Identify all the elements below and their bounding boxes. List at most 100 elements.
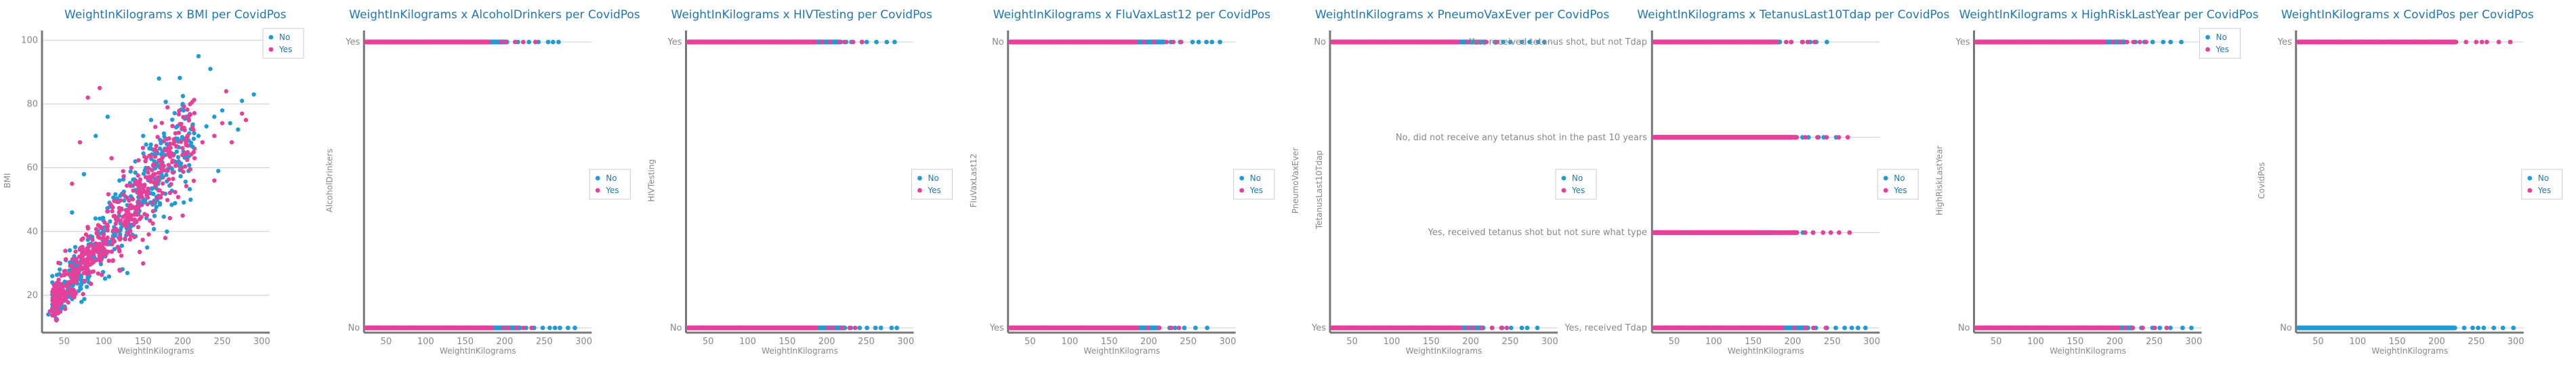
data-point xyxy=(170,117,175,122)
data-point xyxy=(178,173,183,179)
data-point xyxy=(1508,325,1514,331)
legend-label: Yes xyxy=(605,186,619,195)
data-point xyxy=(2140,325,2145,331)
data-point xyxy=(94,227,99,232)
data-point xyxy=(2137,39,2142,45)
data-point xyxy=(878,325,884,331)
data-point xyxy=(1535,325,1540,331)
x-tick-label: 250 xyxy=(1824,337,1841,347)
data-point xyxy=(148,117,154,123)
data-point xyxy=(183,180,188,184)
x-tick-label: 300 xyxy=(1541,337,1558,347)
x-tick-label: 250 xyxy=(2468,337,2485,347)
data-point xyxy=(188,167,193,172)
data-point xyxy=(156,175,161,180)
data-point xyxy=(140,146,146,150)
data-point xyxy=(117,249,122,254)
data-point xyxy=(115,245,121,249)
data-point xyxy=(1774,39,1779,45)
data-point xyxy=(1504,325,1510,331)
data-point xyxy=(850,39,856,45)
chart-panel-6: WeightInKilograms x TetanusLast10Tdap pe… xyxy=(1637,8,1949,356)
data-point xyxy=(1157,325,1162,331)
data-points xyxy=(46,54,256,323)
data-point xyxy=(142,154,147,159)
data-point xyxy=(128,203,133,207)
data-point xyxy=(1466,325,1470,331)
chart-title: WeightInKilograms x FluVaxLast12 per Cov… xyxy=(993,8,1271,22)
data-point xyxy=(1495,39,1500,45)
data-point xyxy=(526,39,532,45)
data-point xyxy=(894,325,900,331)
data-point xyxy=(156,170,161,175)
data-point xyxy=(847,325,852,331)
data-point xyxy=(131,234,137,240)
data-point xyxy=(136,190,140,195)
data-point xyxy=(857,325,863,331)
y-tick-label: Yes xyxy=(1311,323,1326,333)
data-point xyxy=(131,222,136,227)
data-point xyxy=(163,100,168,104)
x-axis-label: WeightInKilograms xyxy=(1728,346,1804,356)
x-tick-label: 50 xyxy=(2312,337,2324,347)
legend-box xyxy=(1233,169,1275,200)
data-point xyxy=(67,248,72,253)
legend-marker xyxy=(1561,175,1566,181)
data-point xyxy=(146,170,150,175)
data-point xyxy=(2164,325,2169,331)
legend-box xyxy=(1877,169,1919,200)
data-point xyxy=(56,302,61,307)
x-tick-label: 200 xyxy=(818,337,835,347)
data-point xyxy=(239,111,245,116)
x-tick-label: 50 xyxy=(58,337,70,347)
x-axis-label: WeightInKilograms xyxy=(1083,346,1160,356)
legend-label: Yes xyxy=(928,186,941,195)
data-point xyxy=(70,263,75,268)
data-point xyxy=(88,281,94,287)
data-point xyxy=(2476,325,2480,331)
chart-panel-3: WeightInKilograms x HIVTesting per Covid… xyxy=(647,8,953,356)
data-point xyxy=(89,257,94,262)
data-point xyxy=(151,226,157,232)
x-tick-label: 150 xyxy=(1101,337,1118,347)
data-point xyxy=(160,190,165,196)
data-point xyxy=(190,144,195,149)
data-point xyxy=(104,237,109,243)
data-point xyxy=(239,98,245,104)
data-point xyxy=(200,140,205,145)
data-point xyxy=(1465,39,1470,45)
data-point xyxy=(57,267,62,272)
data-point xyxy=(1805,39,1810,45)
x-axis-label: WeightInKilograms xyxy=(2050,346,2126,356)
y-tick-label: No xyxy=(2280,323,2292,333)
data-point xyxy=(101,235,106,241)
data-point xyxy=(117,237,123,242)
data-point xyxy=(157,202,163,207)
data-point xyxy=(131,188,136,193)
data-point xyxy=(1455,39,1460,45)
data-point xyxy=(1541,39,1547,45)
data-point xyxy=(85,285,89,289)
data-point xyxy=(181,169,186,174)
data-point xyxy=(117,210,121,215)
data-point xyxy=(123,236,127,242)
data-point xyxy=(2453,39,2459,45)
x-tick-label: 100 xyxy=(417,337,434,347)
data-point xyxy=(136,225,141,230)
x-axis-label: WeightInKilograms xyxy=(1406,346,1482,356)
data-point xyxy=(61,296,66,301)
data-point xyxy=(62,306,68,311)
data-point xyxy=(121,169,125,173)
data-point xyxy=(145,195,150,200)
data-points xyxy=(1329,39,1547,331)
legend-label: Yes xyxy=(1893,186,1907,195)
data-point xyxy=(146,232,151,237)
data-point xyxy=(57,297,62,302)
data-point xyxy=(54,317,60,322)
data-point xyxy=(94,133,98,138)
data-point xyxy=(161,139,166,144)
data-point xyxy=(557,325,562,331)
data-point xyxy=(167,190,173,195)
data-point xyxy=(1458,325,1463,331)
data-point xyxy=(54,272,60,277)
